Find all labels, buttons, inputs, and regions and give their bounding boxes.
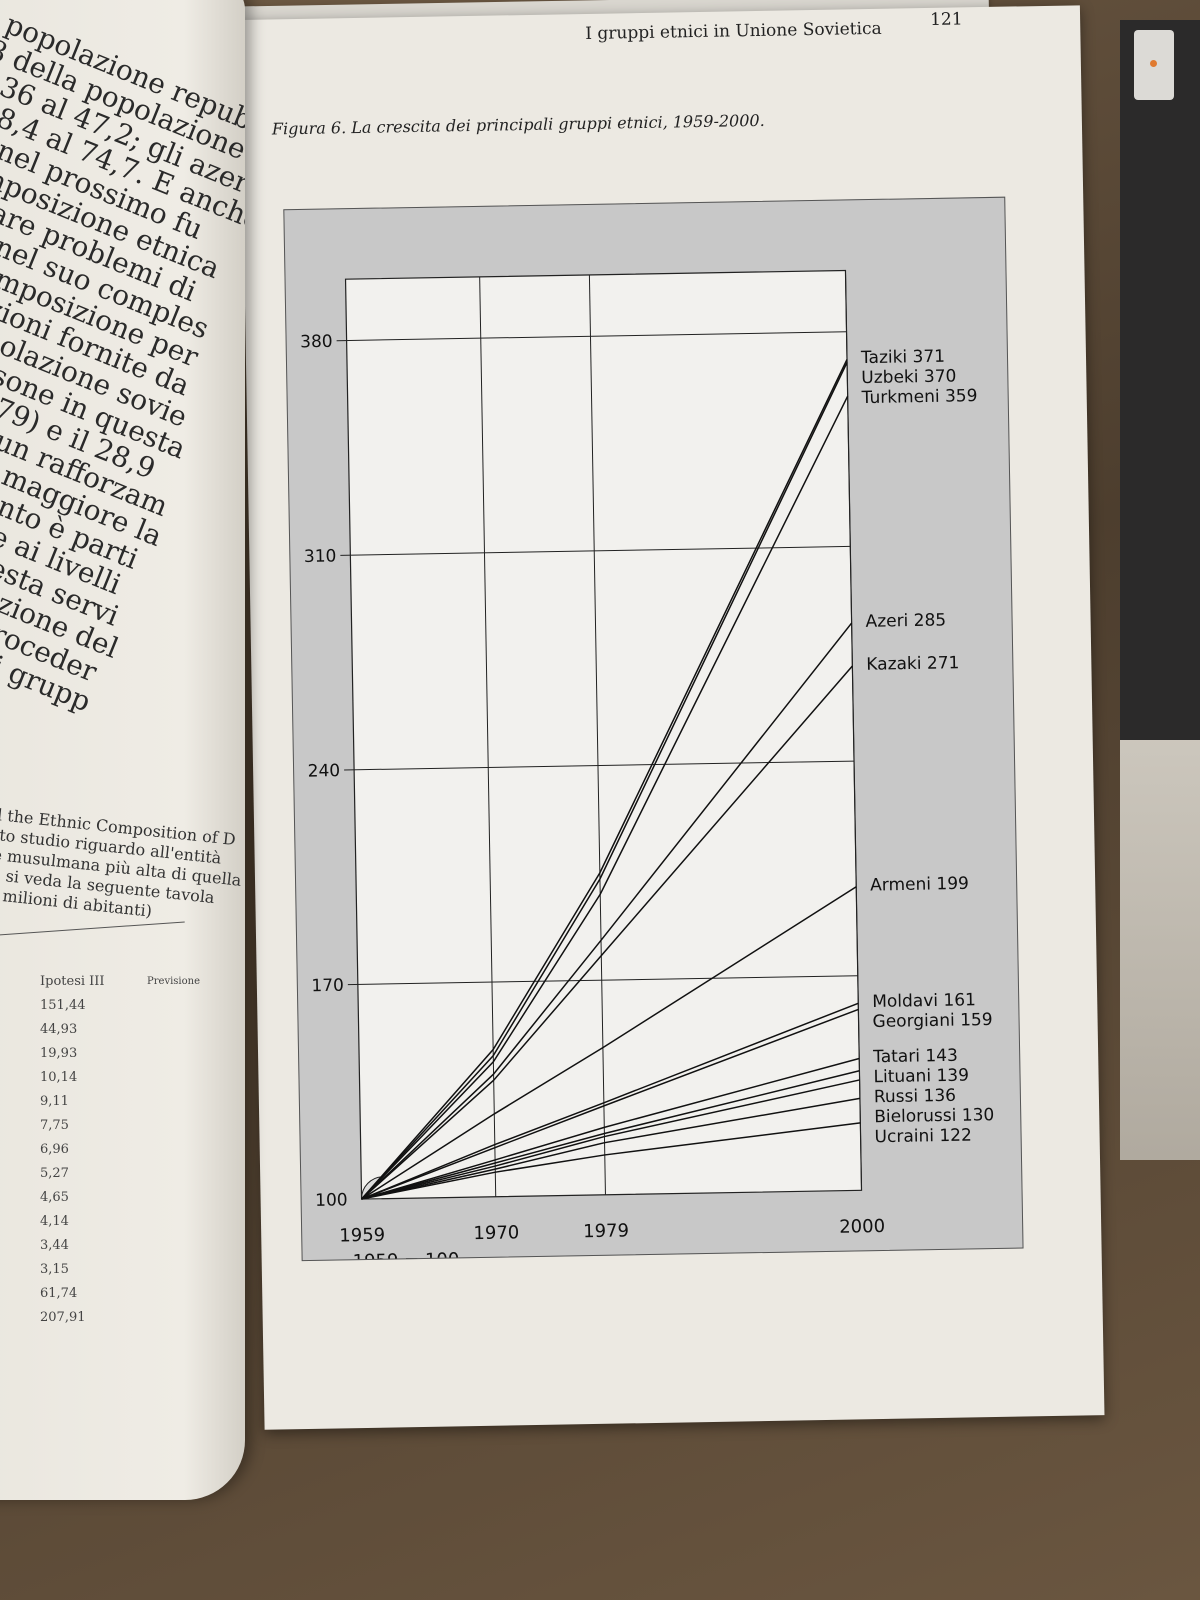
chart-frame: 100 170 240 310 380 1959 1970 1979 2000 1959 = 10…	[283, 196, 1024, 1262]
table-value: 4,65	[40, 1190, 69, 1205]
series-line	[361, 1002, 859, 1200]
x-tick-label: 2000	[839, 1216, 885, 1238]
y-tick-label: 240	[307, 761, 340, 782]
y-tick-label: 170	[311, 976, 344, 997]
indicator-light	[1150, 60, 1157, 67]
table-value: 5,27	[40, 1166, 69, 1181]
series-line	[361, 1097, 861, 1200]
series-end-label: Moldavi 161	[872, 990, 976, 1012]
x-gridline	[844, 270, 863, 1191]
series-end-label: Tatari 143	[872, 1046, 958, 1067]
series-end-label: Taziki 371	[860, 347, 945, 368]
series-end-label: Armeni 199	[870, 874, 969, 896]
series-line	[361, 886, 857, 1200]
table-value: 4,14	[40, 1214, 69, 1229]
series-end-label: Russi 136	[874, 1086, 956, 1107]
left-page: nella popolazione repubil 75,8 della pop…	[0, 0, 245, 1500]
series-line	[361, 1122, 861, 1200]
series-line	[361, 1008, 859, 1200]
table-value: 61,74	[40, 1286, 78, 1301]
series-line	[361, 622, 853, 1200]
x-tick-label: 1979	[583, 1220, 629, 1242]
series-end-label: Ucraini 122	[874, 1126, 972, 1148]
left-page-table: Ipotesi III Previsione 151,44 44,93 19,93 10…	[40, 970, 200, 1330]
footnote-rule	[0, 921, 185, 940]
series-line	[361, 1057, 860, 1200]
table-value: 10,14	[40, 1070, 78, 1085]
table-value: 9,11	[40, 1094, 69, 1109]
figure-caption: Figura 6. La crescita dei principali gru…	[271, 110, 765, 139]
series-line	[361, 359, 848, 1200]
table-value: 3,15	[40, 1262, 69, 1277]
table-value: 6,96	[40, 1142, 69, 1157]
x-gridline	[479, 276, 497, 1197]
table-value: 3,44	[40, 1238, 69, 1253]
index-note: 1959 = 100	[353, 1249, 460, 1260]
table-value: 7,75	[40, 1118, 69, 1133]
series-end-label: Azeri 285	[865, 610, 946, 631]
series-end-label: Turkmeni 359	[861, 386, 978, 408]
series-end-label: Lituani 139	[873, 1066, 969, 1088]
x-tick-label: 1970	[473, 1222, 519, 1244]
line-chart: 100 170 240 310 380 1959 1970 1979 2000 1959 = 10…	[300, 269, 994, 1260]
x-tick-label: 1959	[339, 1225, 385, 1247]
series-end-label: Uzbeki 370	[861, 366, 956, 388]
series-line	[361, 1079, 860, 1200]
page-number: 121	[929, 9, 963, 30]
series-line	[361, 665, 853, 1200]
y-gridline	[347, 975, 858, 986]
table-value: 44,93	[40, 1022, 78, 1037]
series-end-label: Kazaki 271	[866, 653, 959, 675]
table-header: Ipotesi III	[40, 974, 105, 989]
y-tick-label: 100	[315, 1190, 348, 1211]
series-end-label: Bielorussi 130	[874, 1105, 994, 1127]
device-strip	[1120, 20, 1200, 740]
cloth	[1120, 740, 1200, 1160]
left-page-text: nella popolazione repubil 75,8 della pop…	[0, 0, 245, 718]
y-tick-label: 380	[300, 332, 333, 353]
series-line	[361, 1070, 860, 1200]
table-value: 151,44	[40, 998, 86, 1013]
table-values: 151,44 44,93 19,93 10,14 9,11 7,75 6,96 5,27 4,6…	[40, 994, 200, 1330]
left-page-footnote: ds and the Ethnic Composition of Da ques…	[0, 800, 242, 926]
x-gridline	[588, 274, 606, 1195]
y-tick-label: 310	[304, 546, 337, 567]
y-gridline	[340, 545, 851, 556]
series-line	[361, 395, 849, 1200]
running-head: I gruppi etnici in Unione Sovietica	[585, 18, 882, 44]
book-page: 121 I gruppi etnici in Unione Sovietica …	[240, 5, 1105, 1430]
table-value: 19,93	[40, 1046, 78, 1061]
table-header-2: Previsione	[147, 976, 200, 987]
y-gridline	[336, 331, 847, 342]
table-value: 207,91	[40, 1310, 86, 1325]
series-end-label: Georgiani 159	[872, 1010, 992, 1032]
series-line	[361, 362, 848, 1200]
